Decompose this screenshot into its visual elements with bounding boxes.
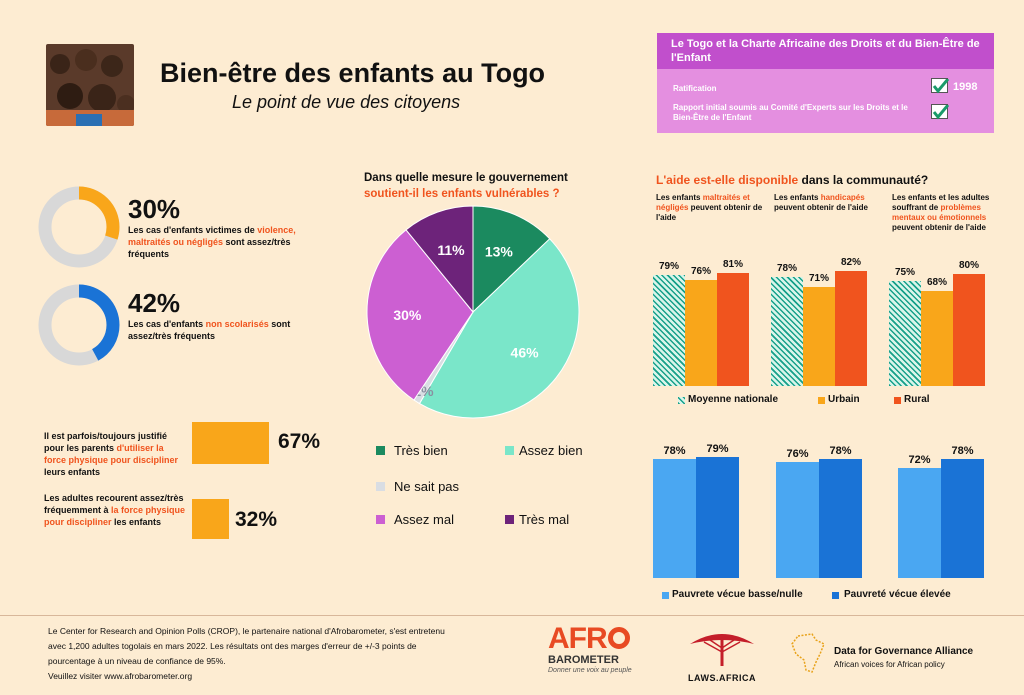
legend-swatch-tres-bien [376,446,385,455]
legend-assez-mal: Assez mal [394,512,454,527]
legend-high-poverty: Pauvreté vécue élevée [844,589,951,600]
bar [717,272,749,386]
footer-text: Le Center for Research and Opinion Polls… [48,626,445,681]
bar-value-label: 79% [706,443,729,456]
legend-swatch-urbain [818,397,825,404]
legend-swatch-low-poverty [662,592,669,599]
bar [889,281,921,386]
legend-tres-mal: Très mal [519,512,570,527]
report-check-icon [931,104,950,120]
bar-value-label: 80% [958,260,979,271]
legend-assez-bien: Assez bien [519,443,583,458]
charter-heading: Le Togo et la Charte Africaine des Droit… [657,33,994,69]
pie-chart: 13%46%1%30%11% [366,205,580,419]
bar [653,275,685,386]
justified-text: Il est parfois/toujours justifié pour le… [44,431,179,477]
violence-donut [38,186,120,268]
pie-slice [472,205,551,314]
bar [921,290,953,386]
page-title: Bien-être des enfants au Togo [160,58,546,88]
pie-slice-label: 46% [511,345,540,361]
bar-value-label: 78% [776,262,797,274]
school-text: Les cas d'enfants non scolarisés sont as… [128,319,291,341]
bar-value-label: 76% [786,447,809,460]
legend-swatch-tres-mal [505,515,514,524]
pie-slice [405,205,474,314]
charter-box: Le Togo et la Charte Africaine des Droit… [657,33,994,133]
school-donut-arc [38,284,120,366]
pie-slice [418,238,580,419]
bar [941,458,984,578]
legend-rural: Rural [904,394,930,405]
pie-slice-label: 13% [485,244,514,260]
legend-low-poverty: Pauvrete vécue basse/nulle [672,589,803,600]
bar-value-label: 71% [808,272,829,284]
group-label-mentaux: Les enfants et les adultes souffrant de … [892,193,990,232]
report-label: Rapport initial soumis au Comité d'Exper… [673,103,908,122]
ratification-label: Ratification [673,84,717,93]
bar [819,458,862,578]
children-photo [46,44,134,126]
bar-value-label: 78% [829,444,852,457]
bar-value-label: 68% [926,276,947,288]
resort-bar [192,499,229,539]
violence-value: 30% [128,194,181,224]
school-value: 42% [128,288,181,318]
pie-slice-label: 30% [393,307,422,323]
legend-tres-bien: Très bien [394,443,448,458]
pie-slice [366,229,474,401]
bar-value-label: 81% [722,258,743,270]
pie-slice-label: 11% [437,242,465,258]
ratification-check-icon [931,78,950,94]
africa-map-icon [791,633,825,673]
aide-title: L'aide est-elle disponible dans la commu… [656,173,929,187]
legend-swatch-national [678,397,685,404]
page-subtitle: Le point de vue des citoyens [232,92,461,112]
bar [776,461,819,578]
violence-donut-arc [38,186,120,268]
bar-value-label: 76% [690,265,711,277]
school-donut [38,284,120,366]
legend-urbain: Urbain [828,394,860,405]
violence-text: Les cas d'enfants victimes de violence, … [128,225,296,259]
legend-ne-sait-pas: Ne sait pas [394,479,460,494]
bar [696,457,739,578]
resort-value: 32% [235,508,278,531]
laws-africa-logo: LAWS.AFRICA [682,628,762,684]
legend-swatch-high-poverty [832,592,839,599]
bar-value-label: 82% [840,257,861,269]
resort-text: Les adultes recourent assez/très fréquem… [44,493,186,527]
bar-value-label: 78% [663,444,686,457]
bar [953,274,985,386]
bar [835,271,867,386]
pie-question: Dans quelle mesure le gouvernement souti… [364,172,568,200]
data-governance-logo: Data for Governance Alliance African voi… [790,632,1020,682]
bar-value-label: 75% [894,267,915,278]
legend-swatch-rural [894,397,901,404]
group-label-handicapes: Les enfants handicapés peuvent obtenir d… [774,193,868,212]
legend-national: Moyenne nationale [688,394,779,405]
bar [653,458,696,578]
bar [898,467,941,578]
bar-value-label: 79% [658,261,679,273]
justified-bar [192,422,270,464]
legend-swatch-assez-mal [376,515,385,524]
legend-swatch-assez-bien [505,446,514,455]
afrobarometer-logo: AFR BAROMETER Donner une voix au peuple [548,622,632,675]
footer-divider [0,615,1024,616]
bar [771,276,803,386]
legend-swatch-ne-sait-pas [376,482,385,491]
bar [685,279,717,386]
bar [803,286,835,386]
bar-value-label: 72% [908,453,931,466]
group-label-maltraites: Les enfants maltraités et négligés peuve… [656,193,763,222]
ratification-year: 1998 [953,81,978,93]
justified-value: 67% [278,430,321,453]
bar-value-label: 78% [951,444,974,457]
